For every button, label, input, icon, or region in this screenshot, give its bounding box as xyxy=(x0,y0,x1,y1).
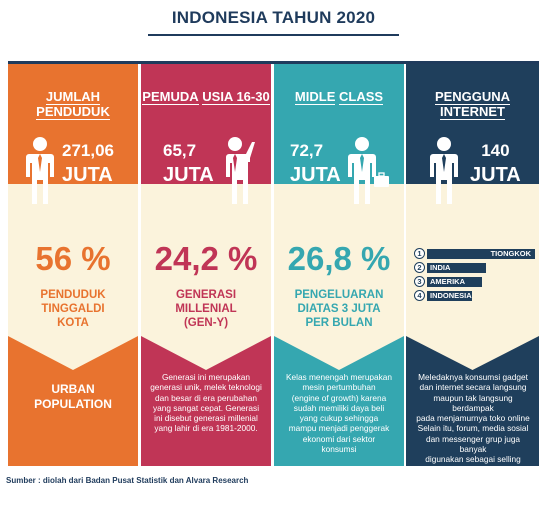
column-internet-users: PENGGUNA INTERNET 140 JUTA 1 TIONGKOK 2 IND… xyxy=(406,64,539,475)
description-text: Generasi ini merupakan generasi unik, me… xyxy=(150,372,262,434)
businessman-briefcase-icon xyxy=(348,137,389,204)
percent-subtitle: GENERASI MILLENIAL (GEN-Y) xyxy=(175,289,237,329)
column-population: JUMLAH PENDUDUK 271,06 JUTA 56 % PENDUDU… xyxy=(8,64,138,466)
column-youth: PEMUDA USIA 16-30 65,7 JUTA 24,2 % GENER… xyxy=(141,64,271,466)
percent-subtitle: PENGELUARAN DIATAS 3 JUTA PER BULAN xyxy=(294,289,384,329)
stat-value: 72,7 JUTA xyxy=(290,141,341,186)
column-header: PENGGUNA INTERNET xyxy=(434,89,511,120)
rank-number: 1 xyxy=(414,248,425,259)
column-header: JUMLAH PENDUDUK xyxy=(36,89,110,120)
rank-bar: AMERIKA xyxy=(427,277,482,287)
percent-value: 24,2 % xyxy=(154,240,258,277)
header-rule xyxy=(8,61,539,64)
stat-value: 271,06 JUTA xyxy=(62,141,114,186)
percent-value: 26,8 % xyxy=(287,240,391,277)
person-icon xyxy=(26,137,54,204)
rank-number: 2 xyxy=(414,262,425,273)
rank-bar: INDONESIA xyxy=(427,291,472,301)
percent-value: 56 % xyxy=(35,240,111,277)
description-text: Kelas menengah merupakan mesin pertumbuh… xyxy=(285,372,393,455)
description-text: Meledaknya konsumsi gadget dan internet … xyxy=(416,372,530,475)
waving-person-icon xyxy=(224,137,255,204)
rank-number: 3 xyxy=(414,276,425,287)
column-header: PEMUDA USIA 16-30 xyxy=(142,89,270,105)
urban-population-label: URBAN POPULATION xyxy=(34,382,112,411)
infographic-title: INDONESIA TAHUN 2020 xyxy=(147,8,400,36)
column-header: MIDLE CLASS xyxy=(294,89,384,105)
rank-bar: TIONGKOK xyxy=(427,249,535,259)
percent-subtitle: PENDUDUK TINGGALDI KOTA xyxy=(40,289,106,329)
raising-hand-person-icon xyxy=(430,137,458,204)
column-middle-class: MIDLE CLASS 72,7 JUTA 26,8 % PENGELUARAN… xyxy=(274,64,404,466)
rank-number: 4 xyxy=(414,290,425,301)
stat-value: 65,7 JUTA xyxy=(163,141,214,186)
source-note: Sumber : diolah dari Badan Pusat Statist… xyxy=(6,476,249,485)
stat-value: 140 JUTA xyxy=(470,141,521,186)
rank-bar: INDIA xyxy=(427,263,486,273)
